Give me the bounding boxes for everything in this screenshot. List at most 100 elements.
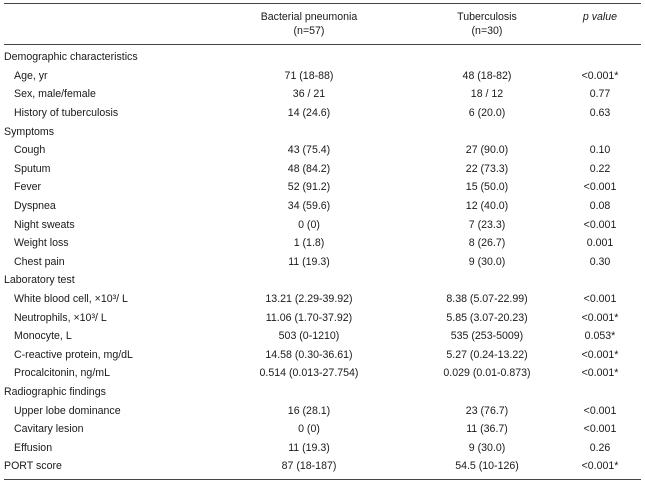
bacterial-pneumonia-value: 11 (19.3) — [288, 441, 330, 454]
p-value: 0.30 — [589, 255, 611, 268]
row-label: C-reactive protein, mg/dL — [14, 348, 133, 361]
table-header-rule — [4, 44, 641, 45]
tuberculosis-value: 12 (40.0) — [465, 200, 509, 213]
row-label: Fever — [14, 181, 42, 194]
row-label: Sputum — [14, 162, 51, 175]
row-label: Sex, male/female — [14, 88, 96, 101]
row-label: Weight loss — [14, 237, 69, 250]
table-row: Sputum 48 (84.2) 22 (73.3) 0.22 — [4, 160, 641, 179]
tuberculosis-value: 5.85 (3.07-20.23) — [446, 311, 528, 324]
bacterial-pneumonia-value: 0 (0) — [298, 218, 320, 231]
row-label: Radiographic findings — [4, 385, 106, 398]
bacterial-pneumonia-value: 87 (18-187) — [281, 460, 337, 473]
p-value: 0.001 — [586, 237, 614, 250]
p-value: <0.001* — [581, 69, 619, 82]
bacterial-pneumonia-value: 52 (91.2) — [287, 181, 331, 194]
tuberculosis-value: 5.27 (0.24-13.22) — [446, 348, 528, 361]
header-p-value: p value — [559, 10, 641, 24]
header-bp-count: (n=57) — [293, 25, 325, 37]
row-label: Demographic characteristics — [4, 51, 138, 64]
p-value: 0.63 — [589, 107, 611, 120]
row-label: Neutrophils, ×10³/ L — [14, 311, 107, 324]
table-row: Cough 43 (75.4) 27 (90.0) 0.10 — [4, 141, 641, 160]
p-value: 0.26 — [589, 441, 611, 454]
section-row: PORT score 87 (18-187) 54.5 (10-126) <0.001… — [4, 457, 641, 476]
header-tuberculosis: Tuberculosis (n=30) — [415, 10, 559, 38]
bacterial-pneumonia-value: 14.58 (0.30-36.61) — [265, 348, 353, 361]
table-row: Sex, male/female 36 / 21 18 / 12 0.77 — [4, 85, 641, 104]
p-value: <0.001* — [581, 348, 619, 361]
p-value: <0.001* — [581, 367, 619, 380]
tuberculosis-value: 48 (18-82) — [462, 69, 512, 82]
table-row: Monocyte, L 503 (0-1210) 535 (253-5009) 0.0… — [4, 327, 641, 346]
section-row: Radiographic findings — [4, 383, 641, 402]
bacterial-pneumonia-value: 14 (24.6) — [287, 107, 331, 120]
table-body: Demographic characteristics Age, yr 71 (18… — [4, 48, 641, 476]
row-label: Upper lobe dominance — [14, 404, 121, 417]
table-row: Age, yr 71 (18-88) 48 (18-82) <0.001* — [4, 67, 641, 86]
table-row: Neutrophils, ×10³/ L 11.06 (1.70-37.92) 5.… — [4, 308, 641, 327]
row-label: Night sweats — [14, 218, 75, 231]
bacterial-pneumonia-value: 503 (0-1210) — [278, 330, 340, 343]
p-value: 0.08 — [589, 200, 611, 213]
p-value: <0.001* — [581, 460, 619, 473]
p-value: <0.001 — [583, 293, 617, 306]
tuberculosis-value: 22 (73.3) — [465, 162, 509, 175]
row-label: Monocyte, L — [14, 330, 72, 343]
p-value: <0.001* — [581, 311, 619, 324]
table-row: Effusion 11 (19.3) 9 (30.0) 0.26 — [4, 438, 641, 457]
bacterial-pneumonia-value: 48 (84.2) — [287, 162, 331, 175]
tuberculosis-value: 7 (23.3) — [468, 218, 506, 231]
tuberculosis-value: 9 (30.0) — [468, 441, 506, 454]
bacterial-pneumonia-value: 71 (18-88) — [284, 69, 334, 82]
table-row: Procalcitonin, ng/mL 0.514 (0.013-27.754)… — [4, 364, 641, 383]
bacterial-pneumonia-value: 16 (28.1) — [287, 404, 331, 417]
tuberculosis-value: 54.5 (10-126) — [455, 460, 519, 473]
table-header-row: Bacterial pneumonia (n=57) Tuberculosis … — [4, 4, 641, 44]
bacterial-pneumonia-value: 11.06 (1.70-37.92) — [265, 311, 353, 324]
table-row: White blood cell, ×10³/ L 13.21 (2.29-39.… — [4, 290, 641, 309]
bacterial-pneumonia-value: 34 (59.6) — [287, 200, 331, 213]
tuberculosis-value: 15 (50.0) — [465, 181, 509, 194]
table-row: History of tuberculosis 14 (24.6) 6 (20.0)… — [4, 104, 641, 123]
table-row: Chest pain 11 (19.3) 9 (30.0) 0.30 — [4, 253, 641, 272]
table-row: Cavitary lesion 0 (0) 11 (36.7) <0.001 — [4, 420, 641, 439]
table-row: Dyspnea 34 (59.6) 12 (40.0) 0.08 — [4, 197, 641, 216]
header-bacterial-pneumonia: Bacterial pneumonia (n=57) — [237, 10, 381, 38]
bacterial-pneumonia-value: 1 (1.8) — [293, 237, 325, 250]
p-value: <0.001 — [583, 181, 617, 194]
row-label: Chest pain — [14, 255, 65, 268]
bacterial-pneumonia-value: 11 (19.3) — [288, 255, 330, 268]
p-value: <0.001 — [583, 423, 617, 436]
bacterial-pneumonia-value: 0.514 (0.013-27.754) — [259, 367, 359, 380]
table-top-rule — [4, 3, 641, 4]
row-label: PORT score — [4, 460, 62, 473]
table-row: Fever 52 (91.2) 15 (50.0) <0.001 — [4, 178, 641, 197]
p-value: 0.053* — [584, 330, 616, 343]
bacterial-pneumonia-value: 0 (0) — [298, 423, 320, 436]
tuberculosis-value: 8.38 (5.07-22.99) — [446, 293, 528, 306]
bacterial-pneumonia-value: 13.21 (2.29-39.92) — [265, 293, 353, 306]
table-row: Weight loss 1 (1.8) 8 (26.7) 0.001 — [4, 234, 641, 253]
p-value: 0.22 — [589, 162, 611, 175]
table-row: Night sweats 0 (0) 7 (23.3) <0.001 — [4, 215, 641, 234]
clinical-comparison-table: Bacterial pneumonia (n=57) Tuberculosis … — [4, 3, 641, 480]
tuberculosis-value: 535 (253-5009) — [450, 330, 524, 343]
p-value: 0.10 — [589, 144, 611, 157]
section-row: Symptoms — [4, 122, 641, 141]
row-label: Dyspnea — [14, 200, 56, 213]
section-row: Demographic characteristics — [4, 48, 641, 67]
row-label: Symptoms — [4, 125, 55, 138]
tuberculosis-value: 9 (30.0) — [468, 255, 506, 268]
p-value: 0.77 — [589, 88, 611, 101]
row-label: Effusion — [14, 441, 53, 454]
bacterial-pneumonia-value: 36 / 21 — [292, 88, 326, 101]
table-row: Upper lobe dominance 16 (28.1) 23 (76.7) <0… — [4, 401, 641, 420]
row-label: Age, yr — [14, 69, 48, 82]
header-tb-title: Tuberculosis — [457, 11, 517, 23]
row-label: Laboratory test — [4, 274, 75, 287]
p-value: <0.001 — [583, 404, 617, 417]
row-label: History of tuberculosis — [14, 107, 119, 120]
tuberculosis-value: 23 (76.7) — [465, 404, 509, 417]
tuberculosis-value: 0.029 (0.01-0.873) — [443, 367, 531, 380]
